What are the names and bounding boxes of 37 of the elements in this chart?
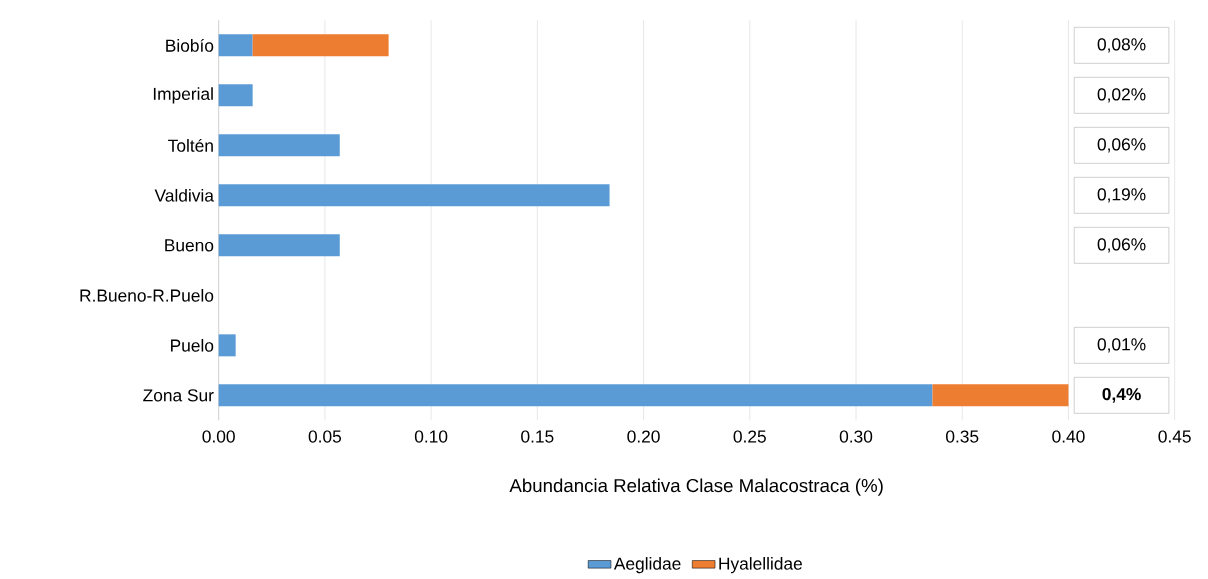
y-tick-label: Biobío bbox=[166, 38, 214, 52]
x-tick-label: 0.10 bbox=[414, 430, 448, 443]
y-tick-label: R.Bueno-R.Puelo bbox=[80, 288, 214, 302]
annotation: 0,06% bbox=[1097, 238, 1146, 253]
x-tick-label: 0.05 bbox=[308, 430, 342, 443]
y-tick-label: Zona Sur bbox=[143, 389, 214, 402]
bar bbox=[218, 384, 933, 407]
y-tick-label: Imperial bbox=[153, 87, 213, 104]
annotation: 0,01% bbox=[1097, 338, 1146, 353]
bar bbox=[932, 384, 1069, 407]
x-tick-label: 0.00 bbox=[202, 430, 235, 443]
x-tick-label: 0.35 bbox=[946, 430, 979, 443]
annotation: 0,08% bbox=[1097, 38, 1146, 53]
x-tick-label: 0.40 bbox=[1052, 430, 1085, 443]
legend-label: Hyalellidae bbox=[719, 557, 802, 574]
x-tick-label: 0.15 bbox=[521, 430, 554, 443]
y-tick-label: Bueno bbox=[165, 239, 214, 252]
bar bbox=[218, 134, 340, 157]
x-tick-label: 0.45 bbox=[1158, 430, 1191, 443]
y-tick-label: Valdivia bbox=[154, 188, 214, 202]
bar bbox=[252, 34, 389, 57]
x-tick-label: 0.30 bbox=[839, 430, 873, 443]
x-axis-title: Abundancia Relativa Clase Malacostraca (%) bbox=[509, 478, 883, 496]
bar bbox=[218, 184, 610, 207]
annotation: 0,06% bbox=[1097, 138, 1146, 153]
bar bbox=[218, 34, 253, 57]
bar bbox=[218, 234, 340, 257]
bar bbox=[218, 84, 253, 107]
y-tick-label: Toltén bbox=[168, 138, 213, 152]
annotation: 0,02% bbox=[1097, 88, 1146, 103]
legend-label: Aeglidae bbox=[613, 557, 681, 574]
x-tick-label: 0.20 bbox=[627, 430, 660, 443]
annotation: 0,19% bbox=[1097, 188, 1146, 203]
x-tick-label: 0.25 bbox=[733, 430, 766, 443]
y-tick-label: Puelo bbox=[171, 338, 214, 352]
annotation: 0,4% bbox=[1102, 387, 1141, 403]
bar bbox=[218, 334, 236, 357]
